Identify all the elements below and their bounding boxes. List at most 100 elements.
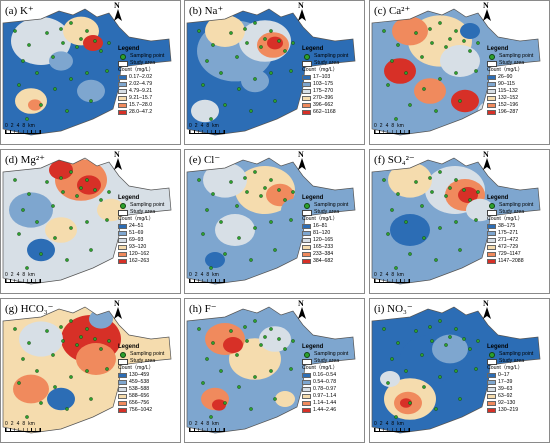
sampling-point xyxy=(273,248,277,252)
legend-class: 152–196 xyxy=(487,102,549,109)
legend-study-area: Study area xyxy=(130,60,156,66)
sampling-point xyxy=(414,180,418,184)
legend-swatch xyxy=(302,75,311,80)
sampling-point xyxy=(253,375,257,379)
legend-swatch xyxy=(118,96,127,101)
map-panel: (g) HCO₃⁻ N Legend Sampling point Study area… xyxy=(0,298,181,443)
legend-title: Legend xyxy=(302,344,324,350)
concentration-zone xyxy=(241,69,269,93)
sampling-point xyxy=(211,192,215,196)
north-label: N xyxy=(483,150,489,159)
sampling-point xyxy=(85,29,89,33)
sampling-point xyxy=(39,401,43,405)
legend-sampling-point: Sampling point xyxy=(499,202,534,208)
legend-swatch xyxy=(302,96,311,101)
legend-range: 729–1147 xyxy=(498,251,521,257)
legend-range: 271–472 xyxy=(498,237,519,243)
concentration-zone xyxy=(451,89,479,113)
concentration-zone xyxy=(392,16,428,46)
legend-class: 0–17 xyxy=(487,372,549,379)
sampling-point xyxy=(444,343,448,347)
study-area-icon xyxy=(487,60,497,67)
scale-unit: km xyxy=(397,272,404,278)
sampling-point-icon xyxy=(489,202,495,209)
legend-swatch xyxy=(118,387,127,392)
legend-range: 2.02–4.79 xyxy=(129,81,153,87)
legend-class: 233–384 xyxy=(302,251,364,258)
legend-study-area: Study area xyxy=(130,358,156,364)
contour-map xyxy=(2,157,172,285)
legend-swatch xyxy=(487,110,496,115)
sampling-point xyxy=(438,21,442,25)
sampling-point xyxy=(428,325,432,329)
north-arrow-icon: N xyxy=(111,299,125,320)
concentration-zone xyxy=(13,374,49,404)
legend-sampling-point: Sampling point xyxy=(499,351,534,357)
sampling-point xyxy=(289,218,293,222)
legend: Legend Sampling point Study area Count（mg/L… xyxy=(302,45,364,116)
legend-range: 9.21–15.7 xyxy=(129,95,153,101)
sampling-point xyxy=(438,319,442,323)
sampling-point xyxy=(448,37,452,41)
scale-bar: 0 2 4 8 km xyxy=(5,123,41,134)
north-label: N xyxy=(298,299,304,308)
sampling-point xyxy=(21,59,25,63)
legend-class: 16–81 xyxy=(302,223,364,230)
legend-count-label: Count（mg/L） xyxy=(302,365,338,371)
legend-class: 472–729 xyxy=(487,244,549,251)
concentration-zone xyxy=(440,45,480,77)
sampling-point xyxy=(408,103,412,107)
legend-count-label: Count（mg/L） xyxy=(118,216,154,222)
legend-swatch xyxy=(302,89,311,94)
scale-tick: 4 xyxy=(200,123,204,129)
legend-class: 0.17–2.02 xyxy=(118,74,180,81)
sampling-point xyxy=(454,178,458,182)
sampling-point xyxy=(13,29,17,33)
scale-tick: 4 xyxy=(385,421,389,427)
legend-range: 165–233 xyxy=(313,244,334,250)
sampling-point xyxy=(69,170,73,174)
sampling-point xyxy=(201,381,205,385)
legend-range: 130–459 xyxy=(129,372,150,378)
sampling-point xyxy=(59,176,63,180)
sampling-point xyxy=(45,31,49,35)
concentration-zone xyxy=(89,309,113,329)
sampling-point xyxy=(430,339,434,343)
concentration-zone xyxy=(267,36,283,50)
sampling-point xyxy=(69,375,73,379)
concentration-zone xyxy=(191,99,219,123)
sampling-point xyxy=(75,343,79,347)
sampling-point xyxy=(444,45,448,49)
concentration-zone xyxy=(203,162,247,198)
scale-unit: km xyxy=(212,421,219,427)
legend-study-area: Study area xyxy=(314,358,340,364)
sampling-point xyxy=(85,220,89,224)
sampling-point xyxy=(85,178,89,182)
sampling-point xyxy=(428,27,432,31)
sampling-point xyxy=(197,29,201,33)
sampling-point xyxy=(390,208,394,212)
sampling-point xyxy=(249,407,253,411)
sampling-point xyxy=(438,77,442,81)
legend-swatch xyxy=(302,224,311,229)
sampling-point xyxy=(386,232,390,236)
sampling-point xyxy=(422,87,426,91)
contour-map xyxy=(371,8,541,136)
study-area-icon xyxy=(118,358,128,365)
legend: Legend Sampling point Study area Count（mg/L… xyxy=(118,343,180,414)
sampling-point xyxy=(51,353,55,357)
concentration-zone xyxy=(380,371,400,387)
map-panel: (c) Ca²⁺ N Legend Sampling point Study area C… xyxy=(369,0,550,145)
scale-tick: 4 xyxy=(16,421,20,427)
sampling-point xyxy=(75,194,79,198)
sampling-point xyxy=(468,347,472,351)
sampling-point xyxy=(468,49,472,53)
legend-title: Legend xyxy=(487,46,509,52)
sampling-point xyxy=(59,325,63,329)
scale-tick: 0 xyxy=(189,123,192,129)
sampling-point xyxy=(263,37,267,41)
legend-swatch xyxy=(118,245,127,250)
legend-title: Legend xyxy=(487,344,509,350)
contour-map xyxy=(186,306,356,434)
sampling-point xyxy=(219,71,223,75)
